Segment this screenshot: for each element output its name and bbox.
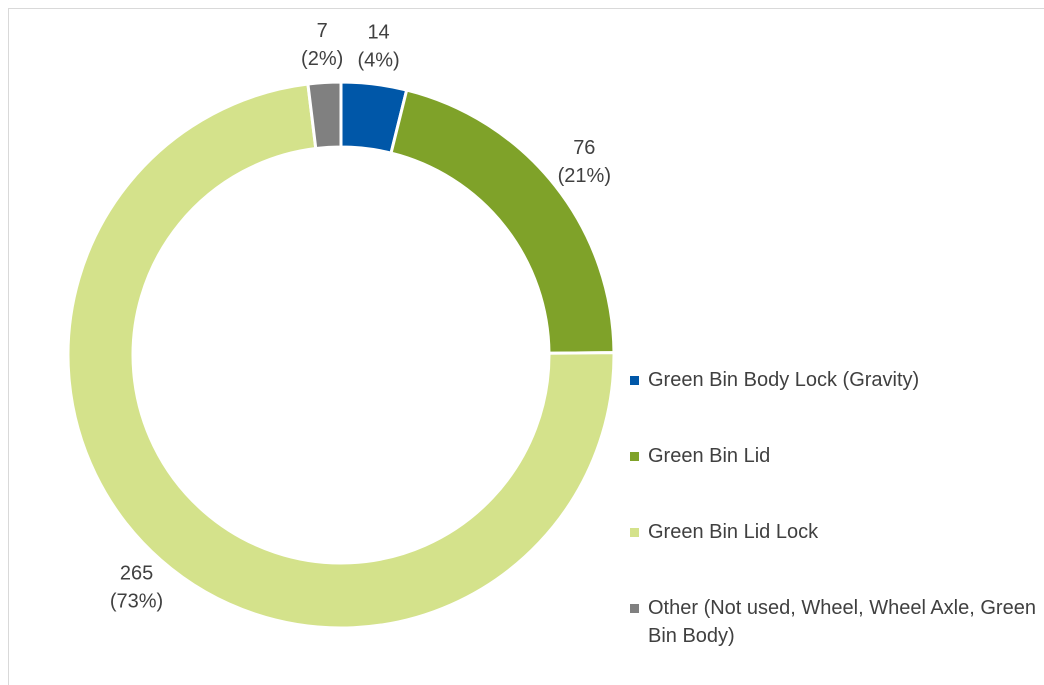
legend-item: Green Bin Body Lock (Gravity) [630,366,1042,394]
legend-swatch [630,452,639,461]
donut-segment [389,88,616,355]
legend-label: Green Bin Lid Lock [648,521,819,543]
data-label: 265 [120,562,153,584]
data-label-percent: (21%) [558,165,611,187]
donut-segment [306,80,343,151]
legend-item: Other (Not used, Wheel, Wheel Axle, Gree… [630,594,1042,650]
legend-label: Green Bin Body Lock (Gravity) [648,369,920,391]
legend-swatch [630,604,639,613]
legend-label: Green Bin Lid [648,445,771,467]
legend-item: Green Bin Lid Lock [630,518,1042,546]
data-label: 76 [573,137,595,159]
data-label-percent: (4%) [357,50,399,72]
legend: Green Bin Body Lock (Gravity) Green Bin L… [630,366,1042,685]
legend-swatch [630,528,639,537]
data-label: 7 [317,20,328,42]
legend-swatch [630,376,639,385]
legend-label: Other (Not used, Wheel, Wheel Axle, Gree… [648,597,1036,647]
donut-segment [66,82,616,630]
legend-item: Green Bin Lid [630,442,1042,470]
data-label-percent: (73%) [110,590,163,612]
data-label: 14 [367,22,389,44]
data-label-percent: (2%) [301,48,343,70]
chart-frame [8,8,1044,685]
